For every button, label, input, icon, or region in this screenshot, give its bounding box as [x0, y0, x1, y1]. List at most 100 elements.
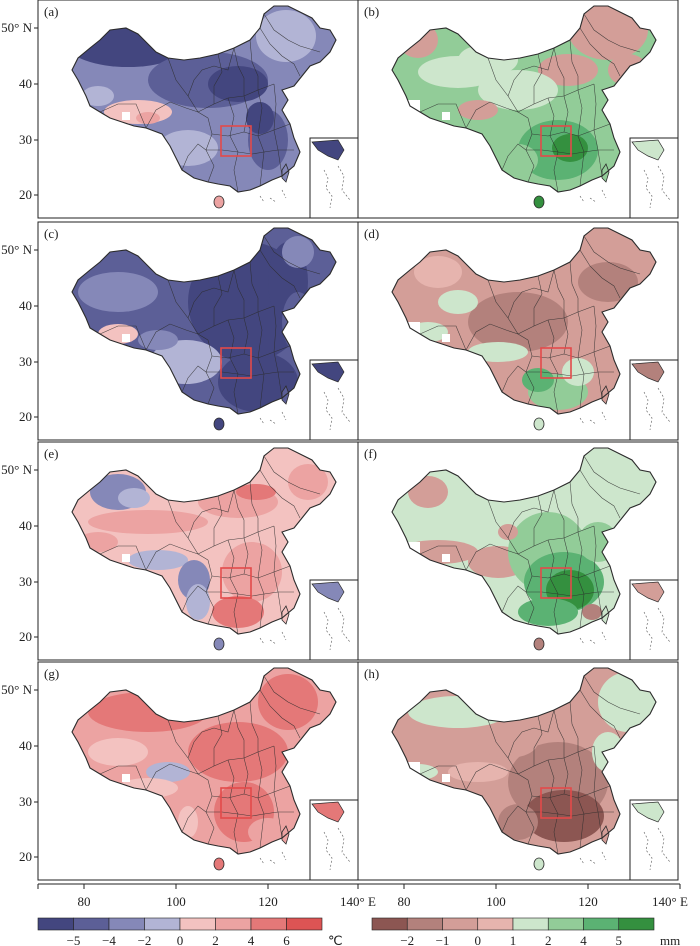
colorbar-swatch	[179, 917, 216, 931]
colorbar-swatch	[442, 917, 479, 931]
colorbar-swatch	[73, 917, 110, 931]
panel-label-h: (h)	[364, 666, 379, 681]
colorbar-label: 0	[177, 933, 184, 946]
study-area-box	[540, 125, 572, 157]
colorbar-unit: mm	[660, 933, 680, 946]
field-patch	[78, 272, 158, 312]
colorbar-label: 4	[248, 933, 255, 946]
south-china-sea-inset	[629, 137, 679, 219]
south-china-sea-inset	[309, 579, 359, 661]
lon-tick-120-right: 120	[578, 894, 598, 909]
china-outline	[71, 447, 337, 635]
china-outline	[391, 667, 657, 855]
field-patch	[236, 484, 276, 500]
china-outline	[71, 5, 337, 193]
field-patch	[538, 54, 598, 86]
panel-frame	[357, 661, 679, 881]
colorbar-swatch	[215, 917, 252, 931]
province-boundaries	[99, 235, 321, 414]
field-patch	[136, 112, 160, 124]
field-patch	[146, 762, 190, 782]
study-area-box	[540, 347, 572, 379]
field-patch	[282, 292, 314, 352]
colorbar-swatch	[371, 917, 408, 931]
lon-tick-140-right: 140° E	[652, 894, 688, 909]
south-china-sea-inset	[309, 799, 359, 881]
colorbar-label: 0	[475, 933, 482, 946]
field-patch	[458, 44, 518, 76]
lon-tick-120-left: 120	[258, 894, 278, 909]
lat-tick: 30	[19, 574, 32, 589]
province-boundaries	[99, 13, 321, 192]
lat-tick: 40	[19, 298, 32, 313]
field-patch	[524, 790, 604, 842]
map-panel-d: (d)	[357, 221, 679, 441]
lon-tick-80-left: 80	[78, 894, 91, 909]
colorbar-label: −5	[67, 933, 81, 946]
map-panel-a: (a) 50° N 40 30 20	[1, 0, 359, 219]
colorbar-swatch	[406, 917, 443, 931]
colorbar-label: 1	[510, 933, 517, 946]
lat-tick: 20	[19, 849, 32, 864]
province-boundaries	[419, 675, 641, 854]
field-patch	[498, 524, 518, 540]
province-boundaries	[99, 675, 321, 854]
field-patch	[552, 134, 588, 162]
field-patch	[118, 488, 150, 508]
south-china-sea-inset	[629, 359, 679, 441]
colorbar-unit: ℃	[328, 933, 343, 946]
field-patch	[448, 762, 508, 782]
panel-label-d: (d)	[364, 226, 379, 241]
colorbar-label: −1	[436, 933, 450, 946]
field-patch	[98, 324, 138, 344]
lon-tick-140-left: 140° E	[340, 894, 376, 909]
field-patch	[256, 10, 316, 62]
province-boundaries	[99, 455, 321, 634]
panel-label-c: (c)	[44, 226, 58, 241]
colorbar-label: −4	[102, 933, 116, 946]
lat-tick: 40	[19, 738, 32, 753]
field-patch	[498, 804, 538, 840]
field-patch	[218, 352, 298, 412]
field-patch	[246, 102, 274, 134]
panel-frame	[357, 0, 679, 219]
colorbar-label: −2	[138, 933, 152, 946]
colorbar-swatch	[108, 917, 145, 931]
lat-tick: 20	[19, 629, 32, 644]
lon-tick-80-right: 80	[398, 894, 411, 909]
field-patch	[592, 732, 624, 772]
field-patch	[288, 464, 328, 500]
field-patch	[88, 738, 148, 766]
china-outline	[391, 447, 657, 635]
map-panel-c: (c) 50° N 40 30 20	[1, 221, 359, 441]
field-patch	[498, 144, 538, 176]
field-patch	[408, 696, 508, 728]
field-patch	[282, 236, 314, 268]
colorbar-swatch	[144, 917, 181, 931]
china-outline	[71, 667, 337, 855]
field-patch	[222, 542, 282, 602]
panel-label-b: (b)	[364, 4, 379, 19]
panel-label-e: (e)	[44, 446, 58, 461]
colorbar-label: 6	[283, 933, 290, 946]
study-area-box	[220, 787, 252, 819]
study-area-box	[220, 347, 252, 379]
field-patch	[458, 100, 498, 120]
study-area-box	[540, 787, 572, 819]
panel-frame	[357, 441, 679, 661]
study-area-box	[540, 567, 572, 599]
field-patch	[178, 806, 198, 838]
field-patch	[468, 342, 528, 362]
colorbar-swatch	[286, 917, 323, 931]
study-area-box	[220, 125, 252, 157]
field-patch	[522, 368, 554, 392]
temperature-colorbar: −5 −4 −2 0 2 4 6 ℃	[37, 917, 343, 946]
field-patch	[608, 54, 648, 86]
lat-tick: 30	[19, 794, 32, 809]
field-patch	[138, 330, 178, 350]
colorbar-swatch	[37, 917, 74, 931]
map-panel-b: (b)	[357, 0, 679, 219]
field-patch	[414, 256, 462, 288]
lat-tick: 40	[19, 518, 32, 533]
south-china-sea-inset	[309, 137, 359, 219]
